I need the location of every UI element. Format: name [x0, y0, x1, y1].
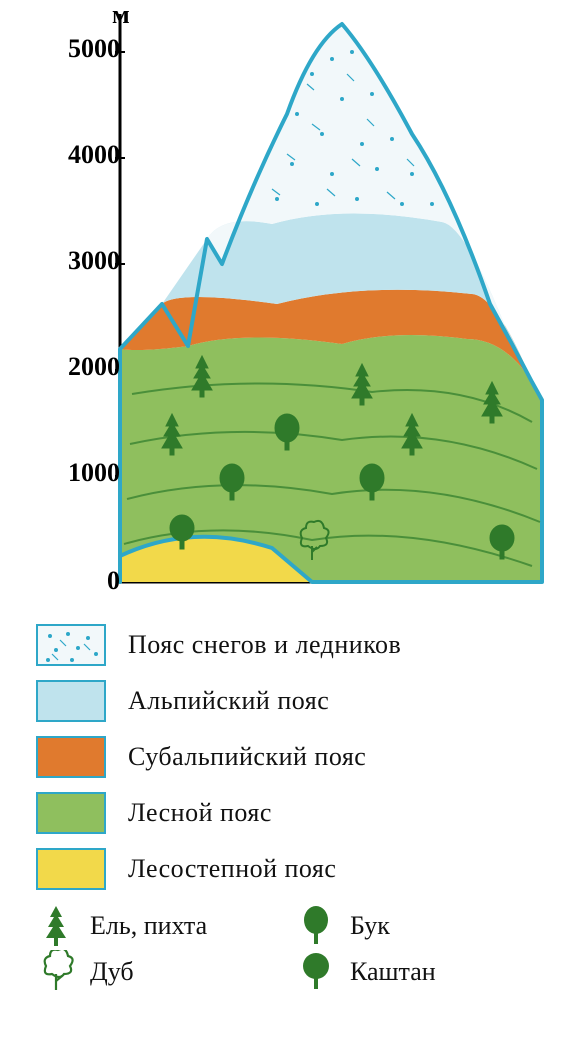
- tick-0: 0: [107, 566, 120, 596]
- legend-swatch-alpine: [36, 680, 106, 722]
- tick-2000: 2000: [68, 352, 120, 382]
- legend-label-subalpine: Субальпийский пояс: [128, 742, 366, 772]
- legend-swatch-snow: [36, 624, 106, 666]
- legend-label-steppe: Лесостепной пояс: [128, 854, 336, 884]
- tree-label-beech: Бук: [350, 911, 390, 941]
- legend-swatch-subalpine: [36, 736, 106, 778]
- fir-icon: [36, 904, 76, 948]
- tree-legend: Ель, пихта Бук: [36, 904, 556, 996]
- legend-item-forest: Лесной пояс: [36, 792, 556, 834]
- oak-icon: [36, 950, 76, 994]
- legend: Пояс снегов и ледников Альпийский пояс С…: [36, 624, 556, 890]
- tree-item-fir: Ель, пихта: [36, 904, 296, 948]
- legend-label-alpine: Альпийский пояс: [128, 686, 329, 716]
- axis-unit: м: [112, 0, 130, 30]
- legend-item-alpine: Альпийский пояс: [36, 680, 556, 722]
- tick-4000: 4000: [68, 140, 120, 170]
- legend-swatch-forest: [36, 792, 106, 834]
- tree-label-chestnut: Каштан: [350, 957, 436, 987]
- tree-item-beech: Бук: [296, 904, 556, 948]
- mountain-svg: [12, 4, 552, 604]
- altitudinal-chart: м 5000 4000 3000 2000 1000 0: [12, 4, 552, 604]
- tick-3000: 3000: [68, 246, 120, 276]
- tree-item-chestnut: Каштан: [296, 950, 556, 994]
- tree-item-oak: Дуб: [36, 950, 296, 994]
- beech-icon: [296, 904, 336, 948]
- legend-item-steppe: Лесостепной пояс: [36, 848, 556, 890]
- chestnut-icon: [296, 950, 336, 994]
- tick-5000: 5000: [68, 34, 120, 64]
- legend-item-snow: Пояс снегов и ледников: [36, 624, 556, 666]
- legend-label-forest: Лесной пояс: [128, 798, 272, 828]
- tree-label-fir: Ель, пихта: [90, 911, 207, 941]
- legend-swatch-steppe: [36, 848, 106, 890]
- tree-label-oak: Дуб: [90, 957, 134, 987]
- tick-1000: 1000: [68, 458, 120, 488]
- legend-item-subalpine: Субальпийский пояс: [36, 736, 556, 778]
- legend-label-snow: Пояс снегов и ледников: [128, 630, 401, 660]
